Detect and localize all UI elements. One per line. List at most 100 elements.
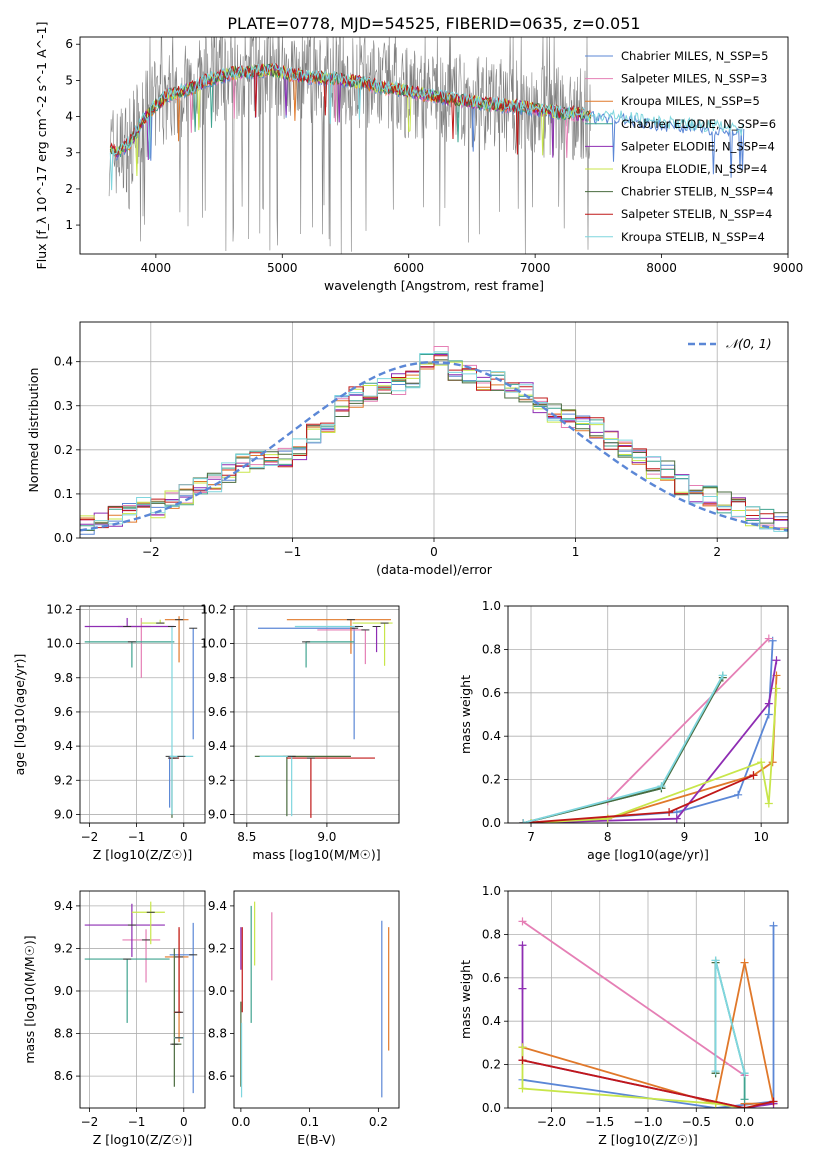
weight-line-salpeter-elodie bbox=[523, 660, 778, 823]
plot-area bbox=[84, 901, 198, 1094]
weight-marker bbox=[757, 758, 766, 767]
y-tick-label: 0.1 bbox=[54, 487, 73, 501]
x-tick-label: 2 bbox=[713, 545, 721, 559]
x-tick-label: 4000 bbox=[141, 261, 172, 275]
residual-histogram-panel: −2 −1 0 1 2 0.0 0.1 0.2 0.3 0.4 (data-model)/error… bbox=[26, 321, 789, 577]
axes-frame bbox=[79, 321, 789, 539]
y-tick-label: 3 bbox=[65, 146, 73, 160]
errorbar-point-salpeter-stelib bbox=[174, 927, 184, 1013]
y-tick-label: 0.2 bbox=[482, 1058, 501, 1072]
errorbar-point-chabrier-elodie bbox=[302, 641, 355, 668]
x-axis-label: (data-model)/error bbox=[376, 562, 493, 577]
legend-label: Kroupa ELODIE, N_SSP=4 bbox=[621, 162, 767, 176]
plot-area bbox=[518, 917, 778, 1108]
y-tick-label: 8.6 bbox=[54, 1069, 73, 1083]
x-axis-label: wavelength [Angstrom, rest frame] bbox=[324, 278, 544, 293]
weight-marker bbox=[772, 684, 781, 693]
y-tick-label: 9.0 bbox=[208, 807, 227, 821]
weight-marker bbox=[764, 710, 773, 719]
x-tick-label: 5000 bbox=[267, 261, 298, 275]
normal-distribution-curve bbox=[80, 360, 788, 532]
x-axis-label: Z [log10(Z/Z☉)] bbox=[93, 847, 193, 862]
errorbar-point-kroupa-miles bbox=[164, 616, 189, 663]
x-tick-label: −2.0 bbox=[537, 1115, 566, 1129]
weight-marker bbox=[768, 636, 777, 645]
errorbar-point-kroupa-elodie bbox=[131, 901, 165, 945]
errorbar-point-salpeter-elodie bbox=[372, 626, 381, 653]
plot-area bbox=[108, 37, 745, 254]
weight-marker bbox=[657, 782, 666, 791]
y-tick-label: 9.4 bbox=[208, 899, 227, 913]
weight-marker bbox=[740, 1069, 749, 1078]
weight-marker bbox=[718, 671, 727, 680]
y-tick-label: 1.0 bbox=[482, 599, 501, 613]
y-tick-label: 0.6 bbox=[482, 971, 501, 985]
weight-marker bbox=[740, 1104, 749, 1108]
errorbar-point-chabrier-elodie bbox=[84, 641, 175, 668]
mass-vs-metallicity-panel: −2 −1 0 8.6 8.8 9.0 9.2 9.4 Z [log10(Z/Z☉)] mass … bbox=[22, 890, 206, 1147]
x-tick-label: 9 bbox=[681, 830, 689, 844]
axes-frame bbox=[507, 890, 789, 1109]
y-tick-label: 0.8 bbox=[482, 927, 501, 941]
x-tick-label: 0.1 bbox=[300, 1115, 319, 1129]
weight-line-salpeter-stelib bbox=[522, 1059, 774, 1108]
y-tick-label: 9.8 bbox=[54, 671, 73, 685]
x-tick-label: 0.2 bbox=[369, 1115, 388, 1129]
errorbar-point-kroupa-miles bbox=[164, 929, 189, 1043]
errorbar-point-salpeter-elodie bbox=[84, 617, 175, 628]
y-axis-label: mass [log10(M/M☉)] bbox=[22, 935, 37, 1063]
y-tick-label: 9.4 bbox=[54, 899, 73, 913]
y-tick-label: 0.4 bbox=[482, 729, 501, 743]
plot-area bbox=[254, 619, 393, 818]
y-tick-label: 8.6 bbox=[208, 1069, 227, 1083]
axes-frame bbox=[79, 605, 206, 824]
legend-label: 𝒩(0, 1) bbox=[726, 336, 772, 351]
errorbar-point-chabrier-miles bbox=[189, 627, 198, 740]
figure-title: PLATE=0778, MJD=54525, FIBERID=0635, z=0… bbox=[227, 14, 640, 33]
legend-label: Salpeter MILES, N_SSP=3 bbox=[621, 72, 767, 86]
y-tick-label: 0.4 bbox=[54, 355, 73, 369]
y-tick-label: 0.6 bbox=[482, 686, 501, 700]
x-tick-label: 6000 bbox=[393, 261, 424, 275]
mass-weight-vs-metallicity-panel: −2.0 −1.5 −1.0 −0.5 0.0 0.0 0.2 0.4 0.6 0.8 1.0 Z [… bbox=[458, 884, 789, 1147]
weight-marker bbox=[519, 819, 528, 823]
errorbar-point-chabrier-stelib bbox=[254, 755, 351, 817]
axes-frame bbox=[507, 605, 789, 824]
weight-marker bbox=[749, 771, 758, 780]
weight-marker bbox=[518, 1084, 527, 1093]
weight-marker bbox=[764, 699, 773, 708]
mass-weight-vs-age-panel: 7 8 9 10 0.0 0.2 0.4 0.6 0.8 1.0 age [log10(age/yr… bbox=[458, 599, 789, 862]
weight-marker bbox=[711, 1067, 720, 1076]
y-tick-label: 0.2 bbox=[54, 443, 73, 457]
y-tick-label: 0.4 bbox=[482, 1014, 501, 1028]
y-tick-label: 9.2 bbox=[54, 941, 73, 955]
y-axis-label: mass weight bbox=[458, 960, 473, 1039]
x-tick-label: −1 bbox=[128, 830, 146, 844]
weight-marker bbox=[768, 758, 777, 767]
y-tick-label: 9.0 bbox=[54, 984, 73, 998]
legend-label: Salpeter ELODIE, N_SSP=4 bbox=[621, 139, 775, 153]
y-tick-label: 5 bbox=[65, 73, 73, 87]
y-axis-label: Normed distribution bbox=[26, 368, 41, 493]
x-tick-label: 0.0 bbox=[735, 1115, 754, 1129]
x-tick-label: 10 bbox=[754, 830, 769, 844]
weight-marker bbox=[740, 958, 749, 967]
age-vs-mass-panel: 8.5 9.0 9.0 9.2 9.4 9.6 9.8 10.0 10.2 mass [log10… bbox=[200, 602, 400, 862]
errorbar-point-chabrier-miles bbox=[258, 627, 359, 740]
axes-frame bbox=[79, 890, 206, 1109]
x-axis-label: Z [log10(Z/Z☉)] bbox=[598, 1132, 698, 1147]
y-tick-label: 9.2 bbox=[208, 773, 227, 787]
legend-label: Kroupa MILES, N_SSP=5 bbox=[621, 94, 760, 108]
x-axis-label: mass [log10(M/M☉)] bbox=[252, 847, 380, 862]
errorbar-point-kroupa-stelib bbox=[259, 755, 296, 817]
x-tick-label: 0 bbox=[430, 545, 438, 559]
y-tick-label: 9.4 bbox=[54, 739, 73, 753]
x-axis-label: age [log10(age/yr)] bbox=[587, 847, 709, 862]
x-tick-label: −2 bbox=[81, 830, 99, 844]
x-tick-label: 7 bbox=[527, 830, 535, 844]
axes-frame bbox=[233, 890, 400, 1109]
legend-label: Chabrier STELIB, N_SSP=4 bbox=[621, 185, 773, 199]
weight-marker bbox=[764, 634, 773, 643]
weight-line-kroupa-elodie bbox=[521, 1047, 745, 1108]
